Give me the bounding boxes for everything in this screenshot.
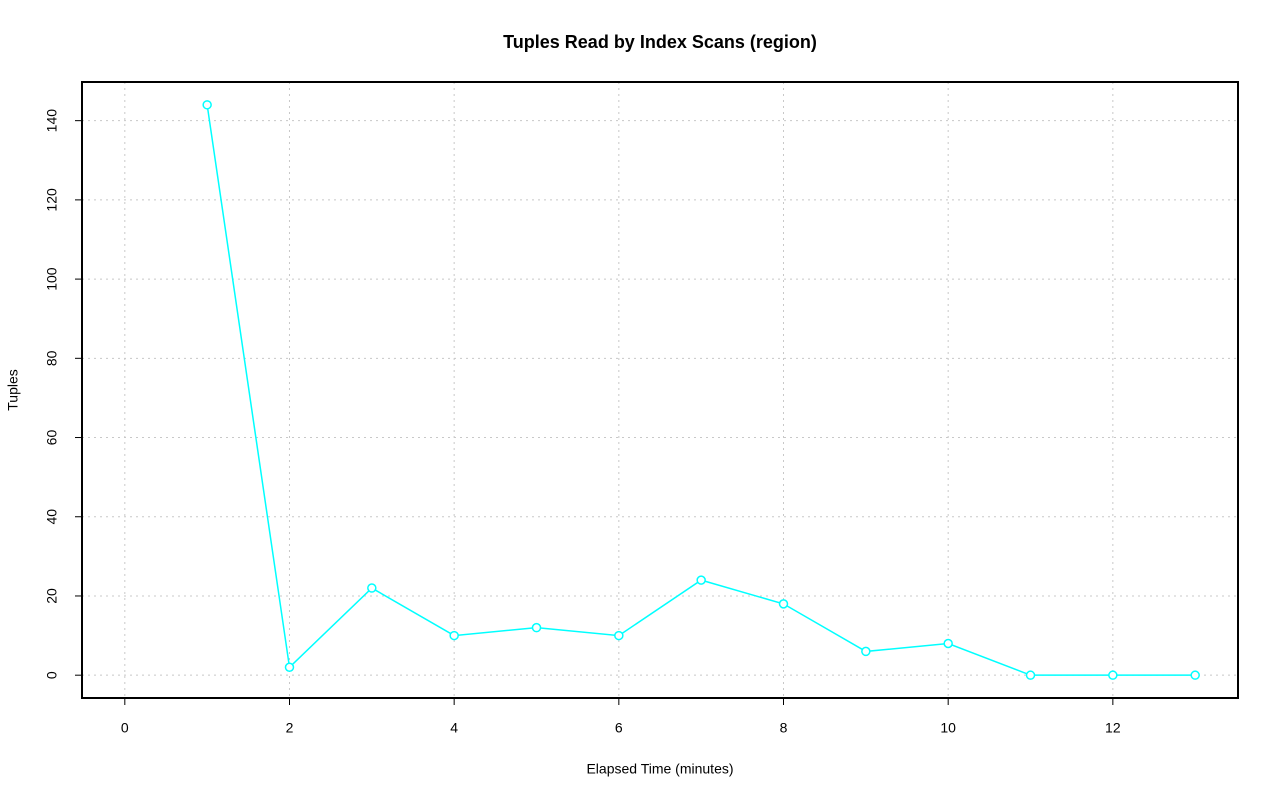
x-tick-label: 8 — [780, 720, 788, 736]
chart-title: Tuples Read by Index Scans (region) — [503, 32, 817, 52]
series-line — [206, 104, 1196, 676]
data-point — [943, 638, 953, 649]
y-tick-label: 60 — [44, 430, 60, 446]
data-point — [367, 583, 377, 593]
x-tick-label: 2 — [286, 720, 294, 736]
data-point — [449, 630, 459, 641]
plot-frame — [81, 81, 1239, 699]
x-axis-label: Elapsed Time (minutes) — [586, 761, 733, 777]
y-axis-label: Tuples — [5, 369, 21, 411]
y-tick-label: 40 — [44, 509, 60, 525]
y-tick-label: 0 — [44, 671, 60, 679]
y-tick-label: 140 — [44, 109, 60, 133]
data-point — [284, 662, 295, 673]
x-tick-label: 12 — [1105, 720, 1121, 736]
x-tick-label: 10 — [940, 720, 956, 736]
y-tick-label: 100 — [44, 267, 60, 291]
data-point — [202, 100, 212, 110]
data-point — [614, 630, 624, 641]
data-point — [778, 599, 789, 609]
data-point — [1190, 670, 1200, 680]
x-tick-label: 4 — [450, 720, 458, 736]
data-point — [696, 575, 706, 585]
data-point — [861, 646, 871, 657]
data-point — [1108, 670, 1118, 680]
y-tick-label: 20 — [44, 588, 60, 604]
y-tick-label: 120 — [44, 188, 60, 212]
x-tick-label: 0 — [121, 720, 129, 736]
data-point — [1025, 670, 1036, 680]
y-tick-label: 80 — [44, 350, 60, 366]
x-tick-label: 6 — [615, 720, 623, 736]
data-point — [531, 622, 542, 633]
